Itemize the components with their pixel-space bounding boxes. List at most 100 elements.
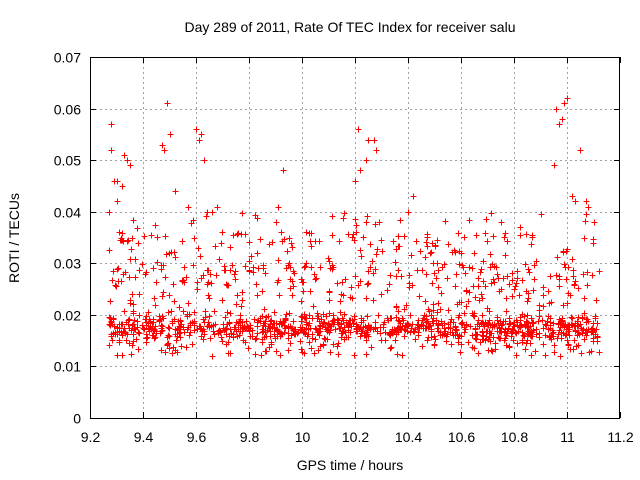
- data-point: [114, 266, 121, 273]
- data-point: [201, 319, 208, 326]
- data-point: [194, 326, 201, 333]
- data-point: [528, 352, 535, 359]
- data-point: [580, 271, 587, 278]
- data-point: [566, 332, 573, 339]
- data-point: [433, 275, 440, 282]
- data-point: [259, 288, 266, 295]
- data-point: [329, 262, 336, 269]
- data-point: [577, 321, 584, 328]
- data-point: [303, 321, 310, 328]
- data-point: [500, 318, 507, 325]
- data-point: [504, 273, 511, 280]
- data-point: [523, 288, 530, 295]
- data-point: [306, 312, 313, 319]
- data-point: [163, 251, 170, 258]
- data-point: [555, 320, 562, 327]
- data-point: [581, 310, 588, 317]
- y-tick-label: 0.01: [54, 359, 81, 375]
- data-point: [374, 246, 381, 253]
- data-point: [152, 302, 159, 309]
- data-point: [444, 275, 451, 282]
- data-point: [131, 317, 138, 324]
- data-point: [316, 318, 323, 325]
- data-point: [577, 147, 584, 154]
- data-point: [358, 253, 365, 260]
- data-point: [419, 343, 426, 350]
- data-point: [502, 230, 509, 237]
- data-point: [435, 284, 442, 291]
- data-point: [363, 219, 370, 226]
- data-point: [566, 324, 573, 331]
- data-point: [393, 273, 400, 280]
- data-point: [252, 212, 259, 219]
- data-point: [178, 343, 185, 350]
- data-point: [179, 238, 186, 245]
- data-point: [513, 330, 520, 337]
- data-point: [467, 323, 474, 330]
- data-point: [224, 282, 231, 289]
- data-point: [326, 297, 333, 304]
- data-point: [112, 329, 119, 336]
- data-point: [206, 295, 213, 302]
- data-point: [530, 327, 537, 334]
- data-point: [365, 137, 372, 144]
- data-point: [547, 325, 554, 332]
- data-point: [126, 274, 133, 281]
- data-point: [330, 312, 337, 319]
- data-point: [108, 318, 115, 325]
- data-point: [348, 284, 355, 291]
- data-point: [558, 329, 565, 336]
- data-point: [477, 269, 484, 276]
- data-point: [540, 341, 547, 348]
- data-point: [401, 333, 408, 340]
- data-point: [187, 329, 194, 336]
- data-point: [575, 342, 582, 349]
- data-point: [514, 340, 521, 347]
- data-point: [509, 293, 516, 300]
- data-point: [312, 276, 319, 283]
- data-point: [162, 349, 169, 356]
- data-point: [277, 352, 284, 359]
- data-point: [221, 267, 228, 274]
- data-point: [282, 325, 289, 332]
- data-point: [456, 312, 463, 319]
- data-point: [406, 272, 413, 279]
- data-point: [165, 309, 172, 316]
- data-point: [287, 264, 294, 271]
- data-point: [473, 336, 480, 343]
- y-tick-label: 0.02: [54, 308, 81, 324]
- data-point: [153, 279, 160, 286]
- data-point: [502, 326, 509, 333]
- data-point: [494, 328, 501, 335]
- data-point: [368, 344, 375, 351]
- data-point: [168, 249, 175, 256]
- data-point: [239, 289, 246, 296]
- data-point: [372, 221, 379, 228]
- data-point: [378, 237, 385, 244]
- data-point: [449, 249, 456, 256]
- data-point: [569, 193, 576, 200]
- data-point: [514, 275, 521, 282]
- data-point: [510, 321, 517, 328]
- data-point: [560, 302, 567, 309]
- data-point: [172, 347, 179, 354]
- data-point: [243, 318, 250, 325]
- data-point: [589, 272, 596, 279]
- data-point: [582, 218, 589, 225]
- data-point: [238, 303, 245, 310]
- data-point: [570, 267, 577, 274]
- data-point: [208, 280, 215, 287]
- data-point: [466, 264, 473, 271]
- data-point: [576, 331, 583, 338]
- data-point: [288, 240, 295, 247]
- data-point: [571, 281, 578, 288]
- data-point: [351, 316, 358, 323]
- data-point: [583, 332, 590, 339]
- data-point: [423, 239, 430, 246]
- data-point: [263, 333, 270, 340]
- data-point: [461, 329, 468, 336]
- data-point: [369, 258, 376, 265]
- data-point: [159, 142, 166, 149]
- data-point: [114, 352, 121, 359]
- data-point: [590, 320, 597, 327]
